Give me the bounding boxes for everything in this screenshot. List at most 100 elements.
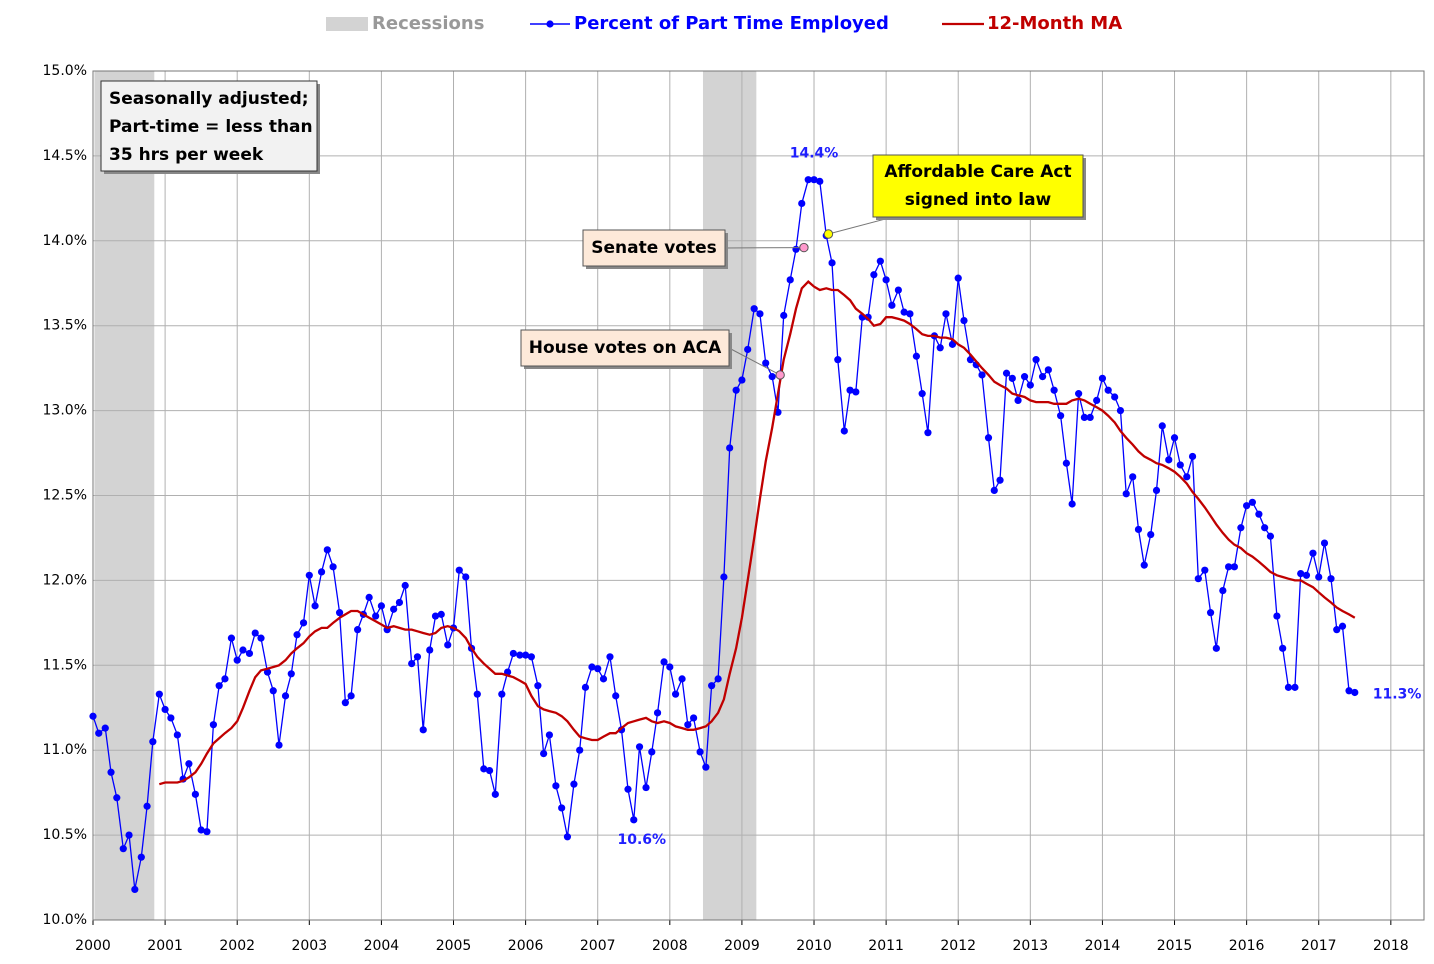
data-point — [197, 826, 205, 834]
data-point — [942, 310, 950, 318]
data-point — [233, 656, 241, 664]
data-point — [329, 563, 337, 571]
x-tick-label: 2000 — [75, 938, 111, 954]
y-tick-label: 10.5% — [43, 827, 87, 843]
data-point — [1333, 626, 1341, 634]
y-tick-label: 12.5% — [43, 488, 87, 504]
data-point — [155, 690, 163, 698]
data-point — [1057, 412, 1065, 420]
data-point — [167, 714, 175, 722]
x-tick-label: 2010 — [796, 938, 832, 954]
x-tick-label: 2004 — [364, 938, 400, 954]
callout-text: House votes on ACA — [529, 338, 722, 358]
data-point — [630, 816, 638, 824]
callout-box — [520, 329, 730, 367]
data-point — [1188, 452, 1197, 461]
data-point — [912, 352, 921, 360]
data-point — [1098, 374, 1107, 382]
data-point — [1008, 374, 1016, 382]
data-point — [1038, 373, 1047, 381]
data-point — [702, 763, 710, 771]
callout-text: Affordable Care Act — [884, 162, 1071, 182]
data-point — [714, 675, 722, 683]
data-point — [1302, 571, 1311, 579]
data-point — [1255, 510, 1263, 518]
data-point — [780, 311, 788, 320]
x-tick-label: 2009 — [724, 938, 760, 954]
data-point — [245, 649, 254, 658]
data-point — [1140, 561, 1148, 569]
data-point — [576, 746, 584, 754]
data-point — [1273, 612, 1281, 620]
data-point — [498, 690, 506, 698]
data-point — [635, 743, 644, 751]
data-point — [227, 634, 236, 642]
data-point — [473, 690, 481, 698]
data-point — [888, 301, 896, 309]
data-point — [372, 612, 380, 620]
y-tick-label: 13.5% — [43, 318, 87, 334]
data-point — [798, 199, 806, 208]
data-point — [257, 634, 265, 642]
data-point — [558, 804, 566, 812]
data-point — [299, 619, 308, 627]
x-tick-label: 2008 — [652, 938, 688, 954]
data-point — [570, 780, 578, 788]
y-tick-label: 11.5% — [43, 657, 87, 673]
data-point — [395, 598, 404, 607]
data-point — [275, 741, 283, 749]
note-text: Seasonally adjusted; — [109, 89, 309, 109]
callout-marker — [775, 370, 785, 380]
data-point — [281, 692, 290, 700]
y-tick-label: 14.5% — [43, 148, 87, 164]
data-point — [1068, 500, 1076, 508]
data-point — [786, 276, 794, 284]
data-point — [95, 729, 103, 737]
data-point — [1297, 570, 1305, 578]
data-point — [1248, 498, 1256, 506]
data-point — [413, 653, 422, 661]
x-tick-label: 2001 — [147, 938, 183, 954]
data-point — [1050, 386, 1058, 394]
data-point — [948, 340, 957, 348]
data-point — [834, 356, 842, 364]
callout-pointer — [728, 347, 781, 376]
data-point — [251, 629, 259, 637]
data-point — [1194, 575, 1202, 583]
data-point — [173, 731, 181, 739]
data-point — [419, 726, 427, 734]
data-point — [696, 748, 704, 756]
data-point — [954, 274, 962, 282]
x-tick-label: 2015 — [1157, 938, 1193, 954]
y-tick-label: 12.0% — [43, 572, 87, 588]
data-point — [365, 593, 373, 601]
data-point — [1075, 390, 1083, 398]
data-point — [455, 566, 463, 574]
data-point — [1284, 683, 1293, 691]
legend-label: 12-Month MA — [987, 13, 1122, 34]
data-point — [1206, 609, 1215, 617]
point-label: 10.6% — [617, 832, 666, 848]
data-point — [1183, 473, 1191, 481]
plot-frame — [92, 70, 1425, 921]
data-point — [269, 687, 277, 695]
data-point — [882, 276, 890, 284]
data-point — [540, 749, 548, 758]
data-point — [996, 476, 1004, 484]
x-tick-label: 2018 — [1373, 938, 1409, 954]
x-tick-label: 2002 — [219, 938, 255, 954]
data-point — [545, 731, 554, 739]
data-point — [906, 310, 914, 318]
data-point — [726, 444, 734, 452]
data-point — [480, 765, 488, 773]
point-label: 14.4% — [790, 146, 839, 162]
data-point — [191, 790, 199, 798]
data-point — [1291, 683, 1299, 691]
data-point — [732, 386, 740, 394]
data-point — [936, 344, 944, 352]
data-point — [1014, 396, 1022, 405]
data-point — [390, 605, 398, 613]
data-point — [125, 831, 133, 839]
data-point — [671, 690, 680, 698]
data-point — [852, 388, 860, 396]
